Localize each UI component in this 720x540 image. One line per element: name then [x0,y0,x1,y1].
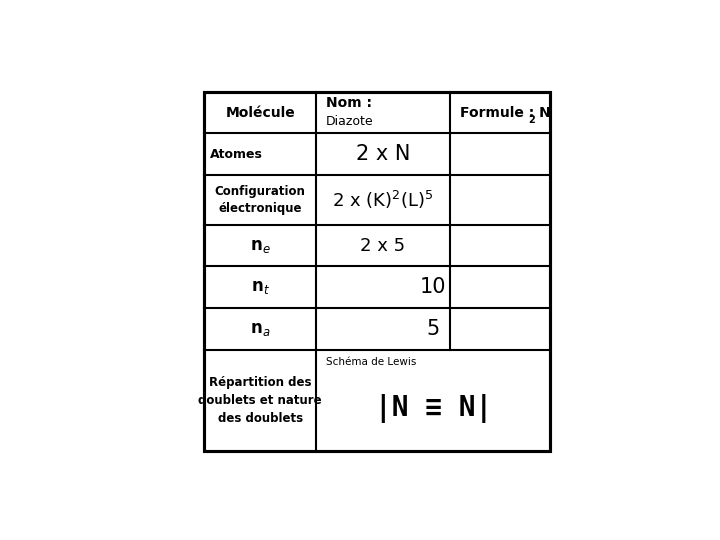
Text: Diazote: Diazote [326,115,374,129]
Text: |N ≡ N|: |N ≡ N| [374,394,492,423]
Text: $\mathbf{n}_t$: $\mathbf{n}_t$ [251,278,270,296]
Text: $\mathbf{n}_e$: $\mathbf{n}_e$ [250,237,271,255]
Text: Formule : N: Formule : N [460,106,551,120]
Text: 2: 2 [528,115,535,125]
Text: Molécule: Molécule [225,106,295,120]
Bar [204,92,550,451]
Text: 2 x N: 2 x N [356,144,410,164]
Text: 2 x 5: 2 x 5 [361,237,405,255]
Text: Nom :: Nom : [326,96,372,110]
Text: 5: 5 [426,319,440,339]
Text: Répartition des
doublets et nature
des doublets: Répartition des doublets et nature des d… [199,376,322,425]
Text: Schéma de Lewis: Schéma de Lewis [326,357,416,367]
Text: $\mathbf{n}_a$: $\mathbf{n}_a$ [250,320,271,338]
Text: 10: 10 [420,277,446,297]
Text: 2 x (K)$^2$(L)$^5$: 2 x (K)$^2$(L)$^5$ [333,189,433,211]
Text: Configuration
électronique: Configuration électronique [215,185,305,215]
Text: Atomes: Atomes [210,148,263,161]
